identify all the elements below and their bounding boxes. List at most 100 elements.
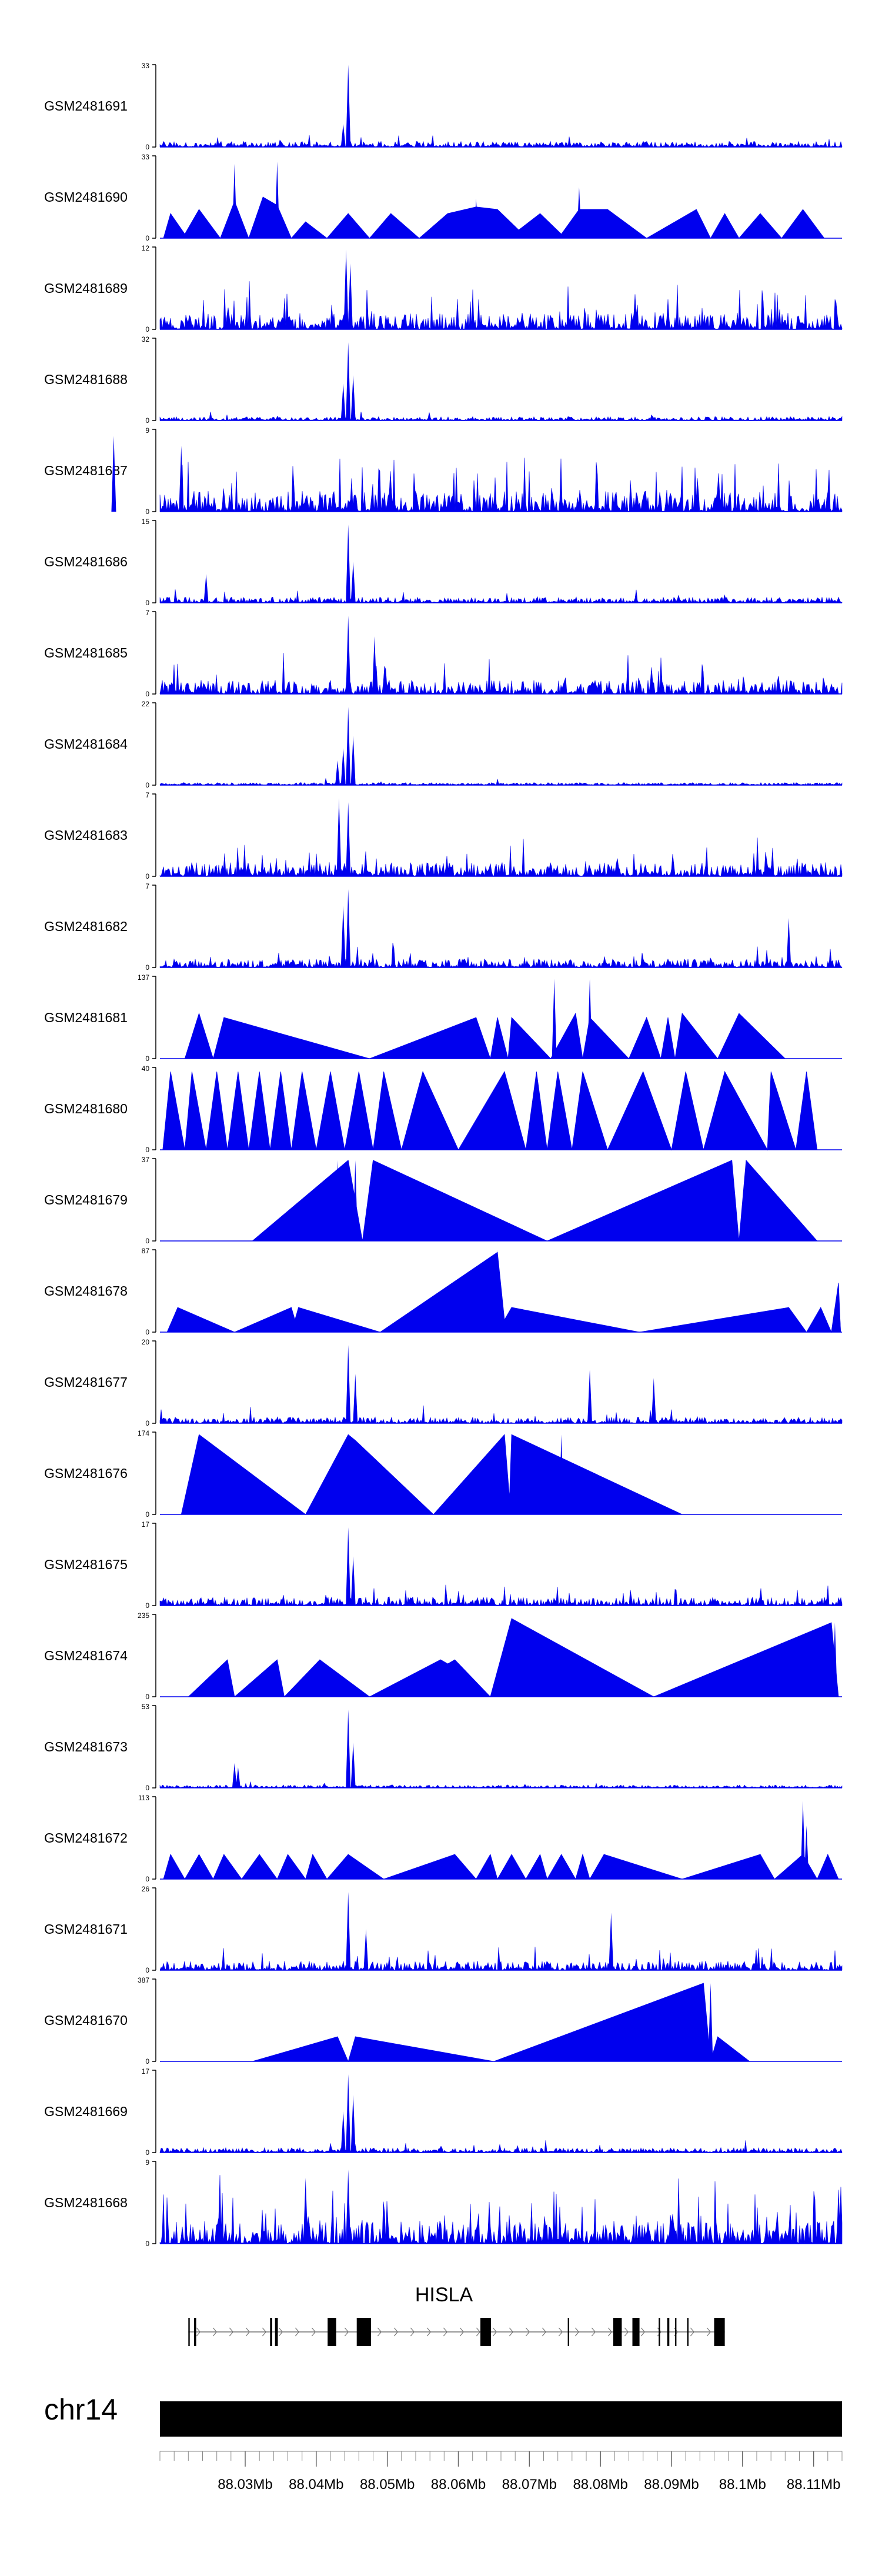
track-label: GSM2481678 [44, 1283, 128, 1299]
coverage-area [162, 1070, 818, 1151]
coverage-peak [340, 124, 346, 147]
y-axis-min-label: 0 [145, 1966, 149, 1974]
signal-tracks: GSM2481691330GSM2481690330GSM2481689120G… [44, 62, 843, 2248]
strand-arrow [690, 2327, 695, 2337]
coverage-peak [800, 1801, 806, 1879]
coverage-peak [340, 906, 346, 967]
y-axis-max-label: 20 [142, 1338, 150, 1346]
coverage-area [166, 1252, 841, 1333]
gene-name-label: HISLA [415, 2284, 473, 2306]
y-axis-min-label: 0 [145, 1419, 149, 1427]
gene-exon [275, 2318, 278, 2346]
coverage-peak [786, 918, 791, 967]
y-axis-max-label: 22 [142, 700, 150, 708]
coverage-peak [232, 1763, 237, 1788]
y-axis-max-label: 7 [145, 609, 149, 617]
track-label: GSM2481691 [44, 98, 128, 114]
y-axis-min-label: 0 [145, 963, 149, 972]
track-GSM2481685: GSM2481685 7 0 [44, 609, 843, 698]
coverage-peak [346, 65, 351, 147]
chromosome-ideogram [160, 2401, 842, 2437]
strand-arrow [640, 2327, 646, 2337]
coverage-peak [363, 1929, 369, 1970]
coverage-peak [350, 562, 356, 603]
track-GSM2481679: GSM2481679 37 0 [44, 1156, 842, 1245]
coverage-peak [372, 636, 377, 694]
axis-tick-label: 88.07Mb [502, 2477, 557, 2492]
y-axis-max-label: 37 [142, 1156, 150, 1164]
coverage-peak [350, 736, 356, 785]
coverage-peak [708, 1983, 713, 2061]
axis-tick-label: 88.08Mb [573, 2477, 627, 2492]
y-axis-max-label: 9 [145, 2158, 149, 2167]
coverage-area [188, 1618, 839, 1697]
track-GSM2481683: GSM2481683 7 0 [44, 791, 843, 880]
track-GSM2481672: GSM2481672 113 0 [44, 1794, 842, 1883]
axis-tick-label: 88.04Mb [289, 2477, 343, 2492]
track-label: GSM2481685 [44, 645, 128, 660]
axis-tick-label: 88.1Mb [719, 2477, 766, 2492]
coverage-area [159, 2175, 843, 2244]
coverage-peak [346, 616, 351, 694]
coverage-area [163, 1853, 839, 1880]
y-axis-min-label: 0 [145, 2148, 149, 2157]
track-label: GSM2481677 [44, 1374, 128, 1390]
chromosome-label: chr14 [44, 2393, 118, 2426]
coverage-area [184, 1012, 786, 1060]
coverage-peak [346, 342, 351, 421]
coverage-peak [769, 1072, 774, 1150]
y-axis-max-label: 53 [142, 1703, 150, 1711]
coverage-peak [559, 1434, 564, 1514]
track-label: GSM2481673 [44, 1739, 128, 1754]
gene-exon [270, 2318, 272, 2346]
strand-arrow [410, 2327, 415, 2337]
coverage-area [159, 778, 843, 786]
strand-arrow [607, 2327, 613, 2337]
coverage-peak [232, 164, 237, 238]
coverage-peak [346, 889, 351, 967]
coverage-area [159, 411, 843, 421]
track-GSM2481678: GSM2481678 87 0 [44, 1247, 842, 1336]
gene-exon [667, 2318, 670, 2346]
strand-arrow [509, 2327, 514, 2337]
y-axis-max-label: 174 [138, 1429, 149, 1437]
track-GSM2481688: GSM2481688 32 0 [44, 335, 843, 425]
coverage-peak [743, 1160, 749, 1241]
strand-arrow [525, 2327, 530, 2337]
gene-exon [328, 2318, 336, 2346]
axis-tick-label: 88.06Mb [431, 2477, 486, 2492]
strand-arrow [278, 2327, 283, 2337]
coverage-peak [473, 198, 479, 238]
track-GSM2481681: GSM2481681 137 0 [44, 973, 842, 1063]
coverage-peak [303, 2178, 308, 2244]
track-label: GSM2481684 [44, 736, 128, 752]
coverage-area [163, 196, 825, 239]
strand-arrow [574, 2327, 580, 2337]
y-axis-min-label: 0 [145, 1146, 149, 1154]
track-label: GSM2481683 [44, 827, 128, 843]
axis-tick-label: 88.05Mb [360, 2477, 415, 2492]
track-GSM2481671: GSM2481671 26 0 [44, 1885, 843, 1974]
y-axis-max-label: 235 [138, 1611, 149, 1620]
coverage-area [159, 458, 843, 512]
track-GSM2481676: GSM2481676 174 0 [44, 1429, 842, 1519]
gene-exon [194, 2318, 196, 2346]
strand-arrow [311, 2327, 316, 2337]
coverage-peak [836, 1283, 841, 1332]
track-GSM2481674: GSM2481674 235 0 [44, 1611, 842, 1701]
track-label: GSM2481670 [44, 2013, 128, 2028]
y-axis-min-label: 0 [145, 1328, 149, 1336]
coverage-peak [348, 263, 353, 329]
y-axis-max-label: 33 [142, 153, 150, 161]
y-axis-min-label: 0 [145, 690, 149, 698]
coverage-area [159, 281, 843, 330]
strand-arrow [542, 2327, 547, 2337]
strand-arrow [591, 2327, 596, 2337]
y-axis-max-label: 7 [145, 791, 149, 799]
coverage-area [159, 1947, 843, 1971]
y-axis-min-label: 0 [145, 416, 149, 425]
track-GSM2481689: GSM2481689 12 0 [44, 244, 843, 333]
track-label: GSM2481689 [44, 281, 128, 296]
y-axis-max-label: 17 [142, 2067, 150, 2076]
